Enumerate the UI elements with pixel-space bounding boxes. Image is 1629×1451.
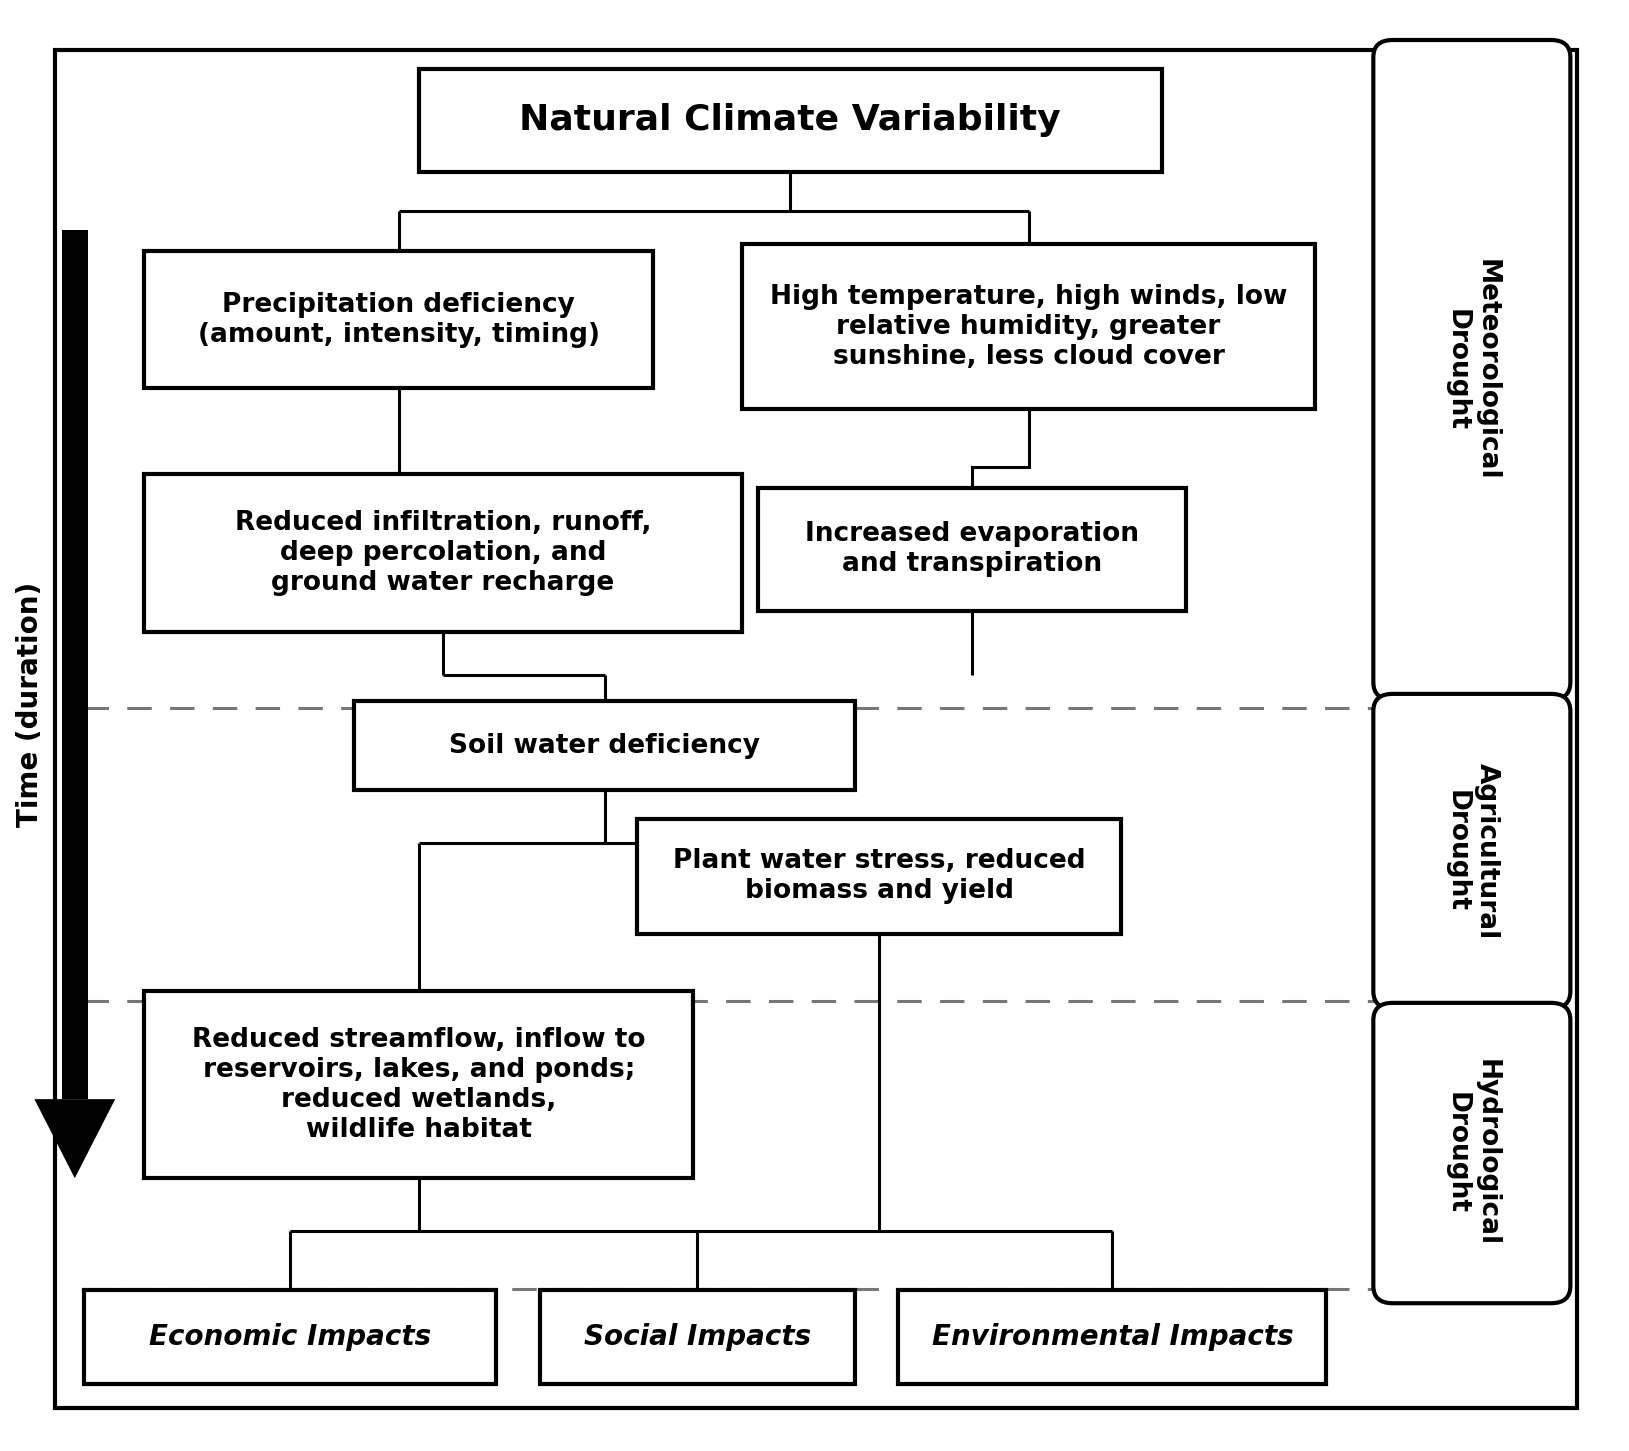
Polygon shape [34,1100,116,1178]
Text: Agricultural
Drought: Agricultural Drought [1443,763,1500,939]
FancyBboxPatch shape [1373,694,1570,1008]
FancyBboxPatch shape [145,474,741,633]
Text: Plant water stress, reduced
biomass and yield: Plant water stress, reduced biomass and … [673,849,1085,904]
FancyBboxPatch shape [55,49,1577,1407]
FancyBboxPatch shape [1373,1003,1570,1303]
Text: Meteorological
Drought: Meteorological Drought [1443,258,1500,480]
Text: Soil water deficiency: Soil water deficiency [450,733,761,759]
FancyBboxPatch shape [85,1290,497,1384]
FancyBboxPatch shape [62,229,88,1100]
Text: Environmental Impacts: Environmental Impacts [932,1323,1293,1351]
Text: Natural Climate Variability: Natural Climate Variability [520,103,1060,138]
Text: Increased evaporation
and transpiration: Increased evaporation and transpiration [805,521,1139,577]
Text: Hydrological
Drought: Hydrological Drought [1443,1059,1500,1246]
FancyBboxPatch shape [419,68,1161,173]
Text: Precipitation deficiency
(amount, intensity, timing): Precipitation deficiency (amount, intens… [197,292,599,348]
FancyBboxPatch shape [899,1290,1326,1384]
FancyBboxPatch shape [637,818,1121,934]
Text: Reduced infiltration, runoff,
deep percolation, and
ground water recharge: Reduced infiltration, runoff, deep perco… [235,511,652,596]
FancyBboxPatch shape [1373,41,1570,699]
Text: Economic Impacts: Economic Impacts [150,1323,432,1351]
Text: High temperature, high winds, low
relative humidity, greater
sunshine, less clou: High temperature, high winds, low relati… [771,284,1287,370]
Text: Social Impacts: Social Impacts [583,1323,811,1351]
FancyBboxPatch shape [353,701,855,791]
Text: Reduced streamflow, inflow to
reservoirs, lakes, and ponds;
reduced wetlands,
wi: Reduced streamflow, inflow to reservoirs… [192,1027,645,1143]
FancyBboxPatch shape [145,251,653,387]
Text: Time (duration): Time (duration) [16,582,44,827]
FancyBboxPatch shape [757,489,1186,611]
FancyBboxPatch shape [741,244,1315,409]
FancyBboxPatch shape [145,991,694,1178]
FancyBboxPatch shape [539,1290,855,1384]
